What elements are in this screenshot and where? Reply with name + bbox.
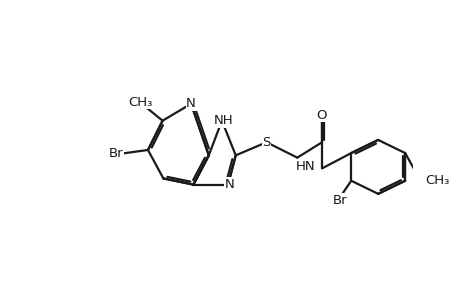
Text: O: O [316, 109, 326, 122]
Text: NH: NH [213, 114, 233, 127]
Text: CH₃: CH₃ [424, 174, 448, 187]
Text: Br: Br [332, 194, 346, 206]
Text: HN: HN [296, 160, 315, 173]
Text: S: S [262, 136, 270, 149]
Text: CH₃: CH₃ [128, 96, 152, 109]
Text: Br: Br [108, 147, 123, 160]
Text: N: N [224, 178, 234, 191]
Text: N: N [186, 97, 196, 110]
